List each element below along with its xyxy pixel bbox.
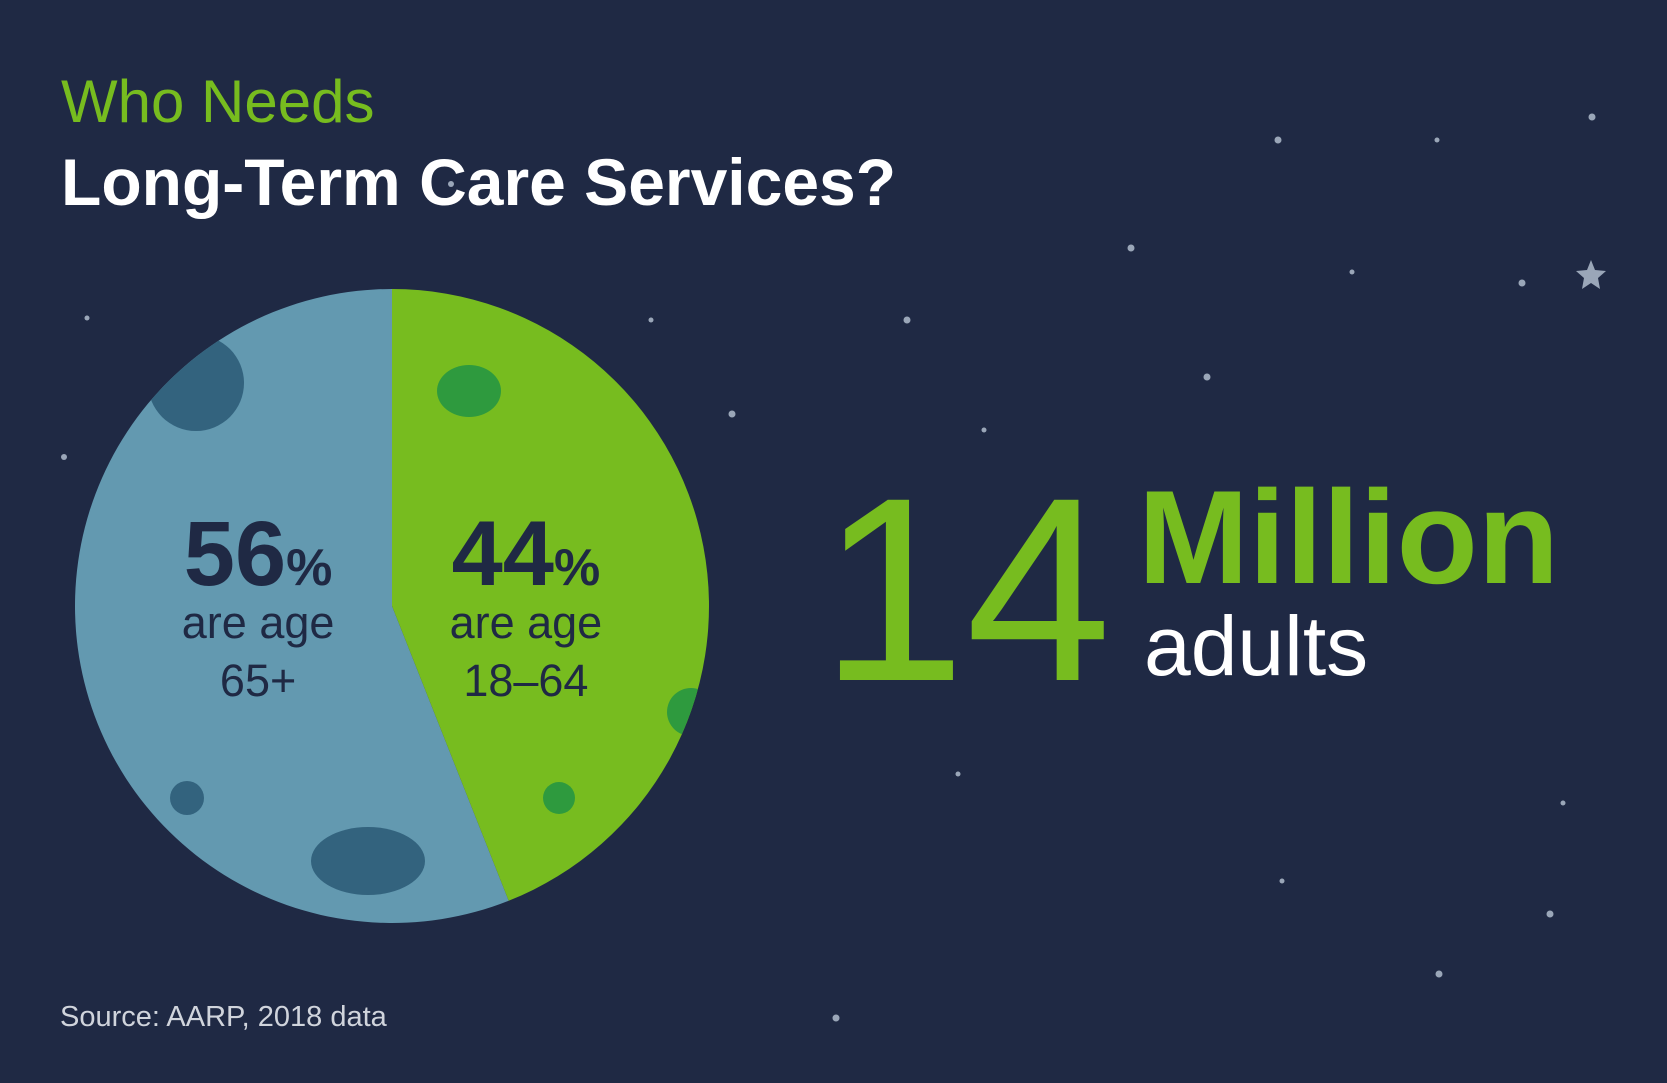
star [728, 410, 736, 418]
star [955, 771, 961, 777]
crater [170, 781, 204, 815]
star [61, 454, 67, 460]
category-label: are age 18–64 [450, 597, 603, 706]
star [1435, 970, 1443, 978]
star [648, 317, 654, 323]
star [187, 209, 193, 215]
star-icon [1576, 260, 1606, 289]
category-label: are age 65+ [182, 597, 335, 706]
subtitle: Long-Term Care Services? [61, 145, 896, 219]
star [1349, 269, 1355, 275]
star [1588, 113, 1596, 121]
pie-slice [75, 289, 509, 923]
source: Source: AARP, 2018 data [60, 1001, 388, 1033]
title: Who Needs [61, 68, 374, 135]
star [832, 1014, 840, 1022]
stat-number: 14 [820, 443, 1111, 736]
star [1274, 136, 1282, 144]
star [1203, 373, 1211, 381]
pie [75, 289, 710, 923]
star [903, 316, 911, 324]
star [1127, 244, 1135, 252]
value-label: 44% [452, 503, 601, 605]
star [1560, 800, 1566, 806]
star [1546, 910, 1554, 918]
star [448, 181, 454, 187]
stars [61, 113, 1596, 1022]
crater [543, 782, 575, 814]
value-label: 56% [184, 503, 333, 605]
stat-label: adults [1144, 599, 1368, 693]
star [981, 427, 987, 433]
crater [311, 827, 425, 895]
star [1279, 878, 1285, 884]
star [1434, 137, 1440, 143]
star [84, 315, 90, 321]
pie-slice [392, 289, 710, 901]
star [1518, 279, 1526, 287]
slice-labels: 56%are age 65+ 44%are age 18–64 [182, 503, 602, 706]
stat-unit: Million [1138, 464, 1559, 612]
crater [437, 365, 501, 417]
